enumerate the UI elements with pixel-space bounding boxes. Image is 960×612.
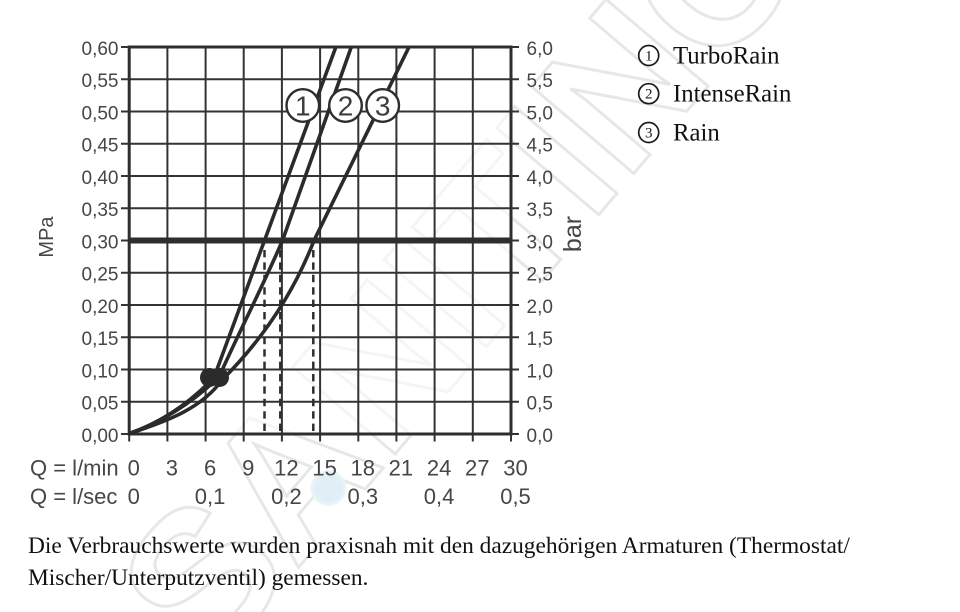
svg-text:1,5: 1,5 <box>527 329 553 350</box>
svg-text:9: 9 <box>242 456 254 481</box>
svg-text:24: 24 <box>427 456 451 481</box>
svg-text:MPa: MPa <box>36 216 58 258</box>
svg-text:4,5: 4,5 <box>527 136 553 157</box>
svg-text:0,50: 0,50 <box>82 103 119 124</box>
svg-text:2,0: 2,0 <box>527 297 553 318</box>
svg-text:2: 2 <box>645 87 653 103</box>
svg-text:Die Verbrauchswerte wurden pra: Die Verbrauchswerte wurden praxisnah mit… <box>28 533 850 559</box>
svg-text:0,15: 0,15 <box>82 329 119 350</box>
svg-text:Q = l/min: Q = l/min <box>30 456 119 481</box>
svg-text:0,60: 0,60 <box>82 39 119 60</box>
svg-text:0,05: 0,05 <box>82 394 119 415</box>
svg-text:3,0: 3,0 <box>527 232 553 253</box>
svg-text:30: 30 <box>503 456 527 481</box>
svg-text:TurboRain: TurboRain <box>673 43 780 70</box>
svg-text:21: 21 <box>389 456 413 481</box>
svg-text:0,35: 0,35 <box>82 200 119 221</box>
svg-text:Q = l/sec: Q = l/sec <box>30 484 117 509</box>
svg-text:0,0: 0,0 <box>527 426 553 447</box>
svg-text:0,00: 0,00 <box>82 426 119 447</box>
svg-text:0,2: 0,2 <box>271 484 302 509</box>
svg-text:0,1: 0,1 <box>195 484 226 509</box>
svg-text:0,5: 0,5 <box>500 484 531 509</box>
svg-text:18: 18 <box>351 456 375 481</box>
svg-text:0,55: 0,55 <box>82 71 119 92</box>
svg-text:0,5: 0,5 <box>527 394 553 415</box>
svg-text:bar: bar <box>559 216 587 252</box>
svg-text:Rain: Rain <box>673 120 720 147</box>
svg-text:2,5: 2,5 <box>527 265 553 286</box>
svg-text:0,45: 0,45 <box>82 136 119 157</box>
svg-text:2: 2 <box>338 91 354 122</box>
svg-text:1: 1 <box>645 49 653 65</box>
svg-text:0: 0 <box>128 484 140 509</box>
svg-text:0,25: 0,25 <box>82 265 119 286</box>
svg-text:3: 3 <box>166 456 178 481</box>
svg-text:12: 12 <box>274 456 298 481</box>
svg-text:15: 15 <box>312 456 336 481</box>
svg-text:1: 1 <box>295 91 311 122</box>
svg-text:0,10: 0,10 <box>82 361 119 382</box>
svg-text:Mischer/Unterputzventil) gemes: Mischer/Unterputzventil) gemessen. <box>28 565 368 591</box>
svg-text:5,0: 5,0 <box>527 103 553 124</box>
svg-text:5,5: 5,5 <box>527 71 553 92</box>
svg-text:4,0: 4,0 <box>527 168 553 189</box>
svg-text:6,0: 6,0 <box>527 39 553 60</box>
svg-text:0,4: 0,4 <box>424 484 455 509</box>
svg-text:27: 27 <box>465 456 489 481</box>
svg-text:0,30: 0,30 <box>82 232 119 253</box>
svg-text:IntenseRain: IntenseRain <box>673 81 792 108</box>
svg-text:1,0: 1,0 <box>527 361 553 382</box>
svg-text:0: 0 <box>128 456 140 481</box>
svg-text:3: 3 <box>645 126 653 142</box>
svg-text:0,20: 0,20 <box>82 297 119 318</box>
svg-text:0,3: 0,3 <box>348 484 379 509</box>
svg-text:3,5: 3,5 <box>527 200 553 221</box>
svg-text:3: 3 <box>375 91 391 122</box>
svg-text:0,40: 0,40 <box>82 168 119 189</box>
svg-text:6: 6 <box>204 456 216 481</box>
